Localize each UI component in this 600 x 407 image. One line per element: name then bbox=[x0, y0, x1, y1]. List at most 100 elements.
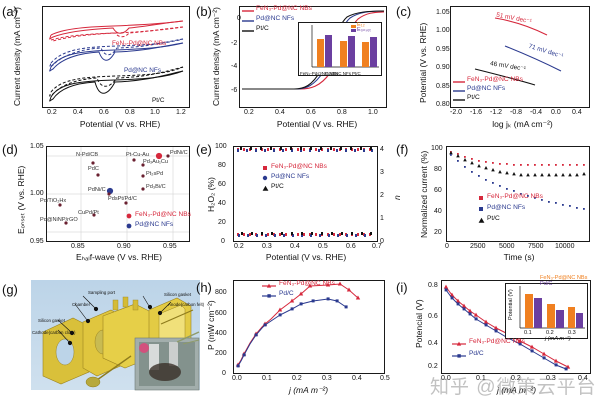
panel-g-label: (g) bbox=[2, 282, 18, 297]
panel-h-label: (h) bbox=[196, 280, 212, 295]
panel-h-ytick-2: 400 bbox=[215, 330, 227, 337]
panel-a-xlabel: Potential (V vs. RHE) bbox=[79, 119, 161, 129]
panel-a-curve-label-fen: FeN₃-Pd@NC NBs bbox=[112, 40, 167, 47]
panel-i-xtick-0: 0.0 bbox=[441, 375, 451, 382]
panel-a-curve-label-pd: Pd@NC NFs bbox=[124, 67, 162, 74]
panel-f-xtick-1: 2500 bbox=[470, 243, 486, 250]
panel-e-xtick-4: 0.6 bbox=[346, 243, 356, 250]
panel-d-point-label-8: Pt-Cu-Au bbox=[126, 152, 150, 158]
panel-e-ytick-right-4: 4 bbox=[380, 146, 384, 153]
panel-f-xtick-0: 0 bbox=[445, 243, 449, 250]
panel-e-label: (e) bbox=[196, 142, 212, 157]
panel-i-inset-legend-0: FeN₃-Pd@NC NBs bbox=[540, 275, 588, 281]
panel-b-ytick-3: -6 bbox=[231, 87, 238, 94]
panel-b-xtick-1: 0.4 bbox=[275, 109, 285, 116]
panel-d-point-label-7: PdsPt/Pd/C bbox=[108, 196, 137, 202]
panel-g-schematic bbox=[31, 280, 200, 391]
panel-e-ytick-right-2: 2 bbox=[380, 192, 384, 199]
panel-b-xtick-4: 1.0 bbox=[368, 109, 378, 116]
panel-d-point-label-3: PdNi/C bbox=[88, 187, 106, 193]
panel-i-label: (i) bbox=[396, 280, 408, 295]
panel-f-ylabel: Normalized current (%) bbox=[419, 150, 429, 238]
panel-i-inset bbox=[505, 283, 588, 339]
panel-e-xtick-5: 0.7 bbox=[372, 243, 382, 250]
panel-c-xtick-6: 0.4 bbox=[572, 109, 582, 116]
panel-e-xtick-0: 0.2 bbox=[234, 243, 244, 250]
panel-c-xtick-3: -0.8 bbox=[510, 109, 523, 116]
panel-d-legend-item-1: Pd@NC NFs bbox=[135, 221, 174, 228]
panel-d-point-label-4: Pd/TiO₂Hx bbox=[40, 198, 67, 204]
panel-b-ytick-0: 0 bbox=[237, 15, 241, 22]
panel-i-legend-item-1: Pd/C bbox=[469, 350, 484, 357]
panel-i-xlabel: j (mA m⁻²) bbox=[496, 385, 537, 395]
panel-h-curves bbox=[235, 281, 361, 368]
panel-e-ylabel-right: n bbox=[392, 195, 402, 200]
panel-e-points bbox=[237, 147, 373, 237]
panel-d-ylabel: Eₒₙₛₑₜ (V vs. RHE) bbox=[16, 165, 26, 234]
panel-h-plot bbox=[233, 280, 385, 374]
panel-i-inset-cat-2: 0.3 bbox=[568, 330, 576, 336]
panel-c-ytick-3: 0.95 bbox=[436, 46, 450, 53]
panel-g-annotation-sampling-port: Sampling port bbox=[88, 290, 116, 295]
panel-b-inset-legend-0: E₁₂ bbox=[357, 22, 365, 28]
panel-c-ytick-2: 0.90 bbox=[436, 64, 450, 71]
panel-b-inset-cat-0: FeN₃-Pd@NC NBs bbox=[300, 72, 338, 77]
panel-b-xtick-0: 0.2 bbox=[244, 109, 254, 116]
panel-c-xtick-0: -2.0 bbox=[450, 109, 463, 116]
panel-h-xlabel: j (mA m⁻²) bbox=[288, 385, 329, 395]
panel-d-ytick-2: 1.05 bbox=[30, 143, 44, 150]
panel-i-inset-ylabel: Potential (V) bbox=[508, 289, 514, 320]
panel-a-xtick-2: 0.6 bbox=[99, 109, 109, 116]
panel-e-xlabel: Potential (V vs. RHE) bbox=[265, 252, 347, 262]
panel-c-ytick-4: 1.00 bbox=[436, 27, 450, 34]
panel-g-annotation-silicon-gasket-left: Silicon gasket bbox=[38, 318, 66, 323]
panel-i-ytick-1: 0.4 bbox=[428, 340, 438, 347]
panel-h-xtick-5: 0.5 bbox=[380, 375, 390, 382]
panel-b-xlabel: Potential (V vs. RHE) bbox=[276, 119, 358, 129]
panel-e-ytick-4: 80 bbox=[218, 162, 226, 169]
panel-i-ytick-0: 0.2 bbox=[428, 363, 438, 370]
panel-h-xtick-1: 0.1 bbox=[262, 375, 272, 382]
panel-b-inset-cat-2: Pt/C bbox=[352, 72, 361, 77]
panel-h-xtick-2: 0.2 bbox=[292, 375, 302, 382]
panel-f-ytick-3: 80 bbox=[434, 166, 442, 173]
panel-f-xlabel: Time (s) bbox=[503, 252, 535, 262]
panel-h-ytick-3: 600 bbox=[215, 310, 227, 317]
panel-g-annotation-cathode: Cathode(carbon cloth) bbox=[32, 330, 76, 335]
panel-e-ytick-right-1: 1 bbox=[380, 215, 384, 222]
panel-b-ytick-1: -2 bbox=[231, 40, 238, 47]
panel-g-annotation-anode: Anode(carbon felt) bbox=[168, 302, 205, 307]
panel-h-legend-item-0: FeN₃-Pd@NC NBs bbox=[279, 280, 335, 287]
panel-f-ytick-2: 60 bbox=[434, 187, 442, 194]
panel-g-cell-drawing bbox=[42, 295, 200, 391]
panel-i-inset-bars bbox=[519, 286, 585, 329]
panel-f-plot bbox=[446, 146, 590, 242]
panel-e-ytick-2: 40 bbox=[218, 200, 226, 207]
panel-b-legend-item-2: Pt/C bbox=[256, 25, 269, 32]
panel-b-label: (b) bbox=[196, 4, 212, 19]
panel-a-xtick-3: 0.8 bbox=[125, 109, 135, 116]
panel-g-annotation-silicon-gasket-right: Silicon gasket bbox=[164, 292, 192, 297]
panel-a-curves bbox=[49, 20, 184, 102]
panel-b-ytick-2: -4 bbox=[231, 63, 238, 70]
panel-d-xlabel: Eₕₐₗf-wave (V vs. RHE) bbox=[76, 252, 162, 262]
panel-a-ylabel: Current density (mA cm⁻²) bbox=[12, 7, 22, 106]
panel-d-point-label-6: CuPd/Pt bbox=[78, 210, 99, 216]
panel-b-inset-legend-1: E₀ₙₛₑₜ bbox=[357, 27, 372, 33]
panel-f-legend-item-2: Pt/C bbox=[487, 215, 500, 222]
panel-b-legend-item-1: Pd@NC NFs bbox=[256, 15, 295, 22]
panel-i-xtick-1: 0.1 bbox=[476, 375, 486, 382]
panel-f-legend-item-0: FeN₃-Pd@NC NBs bbox=[487, 193, 543, 200]
panel-d-plot bbox=[46, 146, 190, 242]
panel-d-point-label-5: Pd@NiNP/rGO bbox=[40, 217, 78, 223]
panel-d-point-label-1: PdNi/C bbox=[170, 150, 188, 156]
panel-h-legend-item-1: Pd/C bbox=[279, 290, 294, 297]
panel-e-plot bbox=[233, 146, 378, 242]
panel-b-xtick-2: 0.6 bbox=[306, 109, 316, 116]
panel-f-label: (f) bbox=[396, 142, 409, 157]
panel-c-plot bbox=[450, 6, 590, 108]
panel-f-ytick-0: 20 bbox=[434, 229, 442, 236]
panel-b-inset-cat-1: Pd@NC NFs bbox=[325, 72, 351, 77]
panel-f-points bbox=[449, 151, 586, 210]
